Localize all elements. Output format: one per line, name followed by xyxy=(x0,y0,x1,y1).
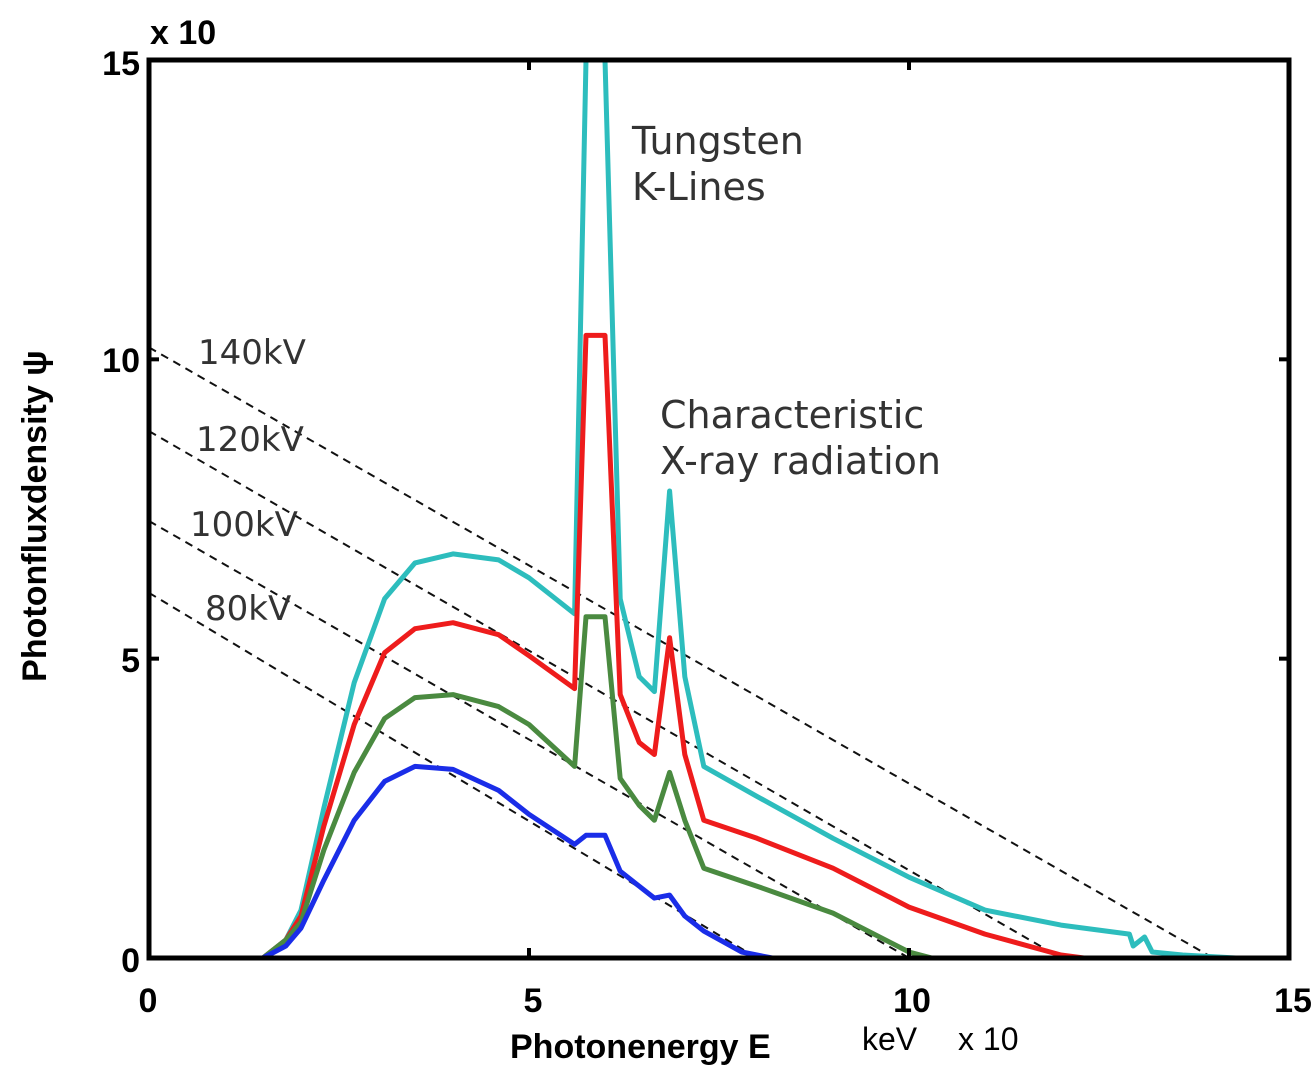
y-tick-label: 15 xyxy=(102,45,140,83)
ref-label-120kv: 120kV xyxy=(196,420,304,460)
ref-label-100kv: 100kV xyxy=(190,505,298,545)
x-tick-label: 10 xyxy=(893,982,931,1020)
annotation-line: Tungsten xyxy=(631,119,804,163)
y-multiplier: x 10 xyxy=(150,14,216,52)
annotation-line: K-Lines xyxy=(632,165,766,209)
y-tick-labels: 0 5 10 15 xyxy=(102,45,140,980)
annotation-line: Characteristic xyxy=(660,393,924,437)
x-axis-title: Photonenergy E xyxy=(510,1028,771,1066)
series-line-2 xyxy=(149,332,1085,961)
x-tick-labels: 0 5 10 15 xyxy=(139,982,1312,1020)
series-line-3 xyxy=(149,614,933,961)
plot-frame xyxy=(146,57,1292,961)
x-tick-label: 5 xyxy=(524,982,543,1020)
reference-line-100kv xyxy=(148,520,910,959)
y-tick-label: 0 xyxy=(121,942,140,980)
series-lines xyxy=(149,57,1236,961)
y-tick-label: 10 xyxy=(102,342,140,380)
reference-line-120kv xyxy=(148,430,1062,959)
x-tick-label: 0 xyxy=(139,982,158,1020)
x-axis-unit: keV xyxy=(862,1021,918,1057)
annotation-tungsten: Tungsten K-Lines xyxy=(631,119,804,209)
x-multiplier: x 10 xyxy=(958,1021,1018,1057)
y-tick-label: 5 xyxy=(121,642,140,680)
annotation-characteristic: Characteristic X-ray radiation xyxy=(660,393,941,483)
x-tick-label: 15 xyxy=(1274,982,1312,1020)
series-line-4 xyxy=(149,763,773,961)
ref-label-80kv: 80kV xyxy=(205,589,291,629)
y-axis-title: Photonfluxdensity ψ xyxy=(16,350,54,682)
reference-line-140kv xyxy=(148,346,1214,959)
reference-line-labels: 140kV 120kV 100kV 80kV xyxy=(190,333,306,629)
annotation-line: X-ray radiation xyxy=(660,439,941,483)
series-line-1 xyxy=(149,57,1236,961)
axis-ticks xyxy=(147,58,1291,960)
ref-label-140kv: 140kV xyxy=(198,333,306,373)
